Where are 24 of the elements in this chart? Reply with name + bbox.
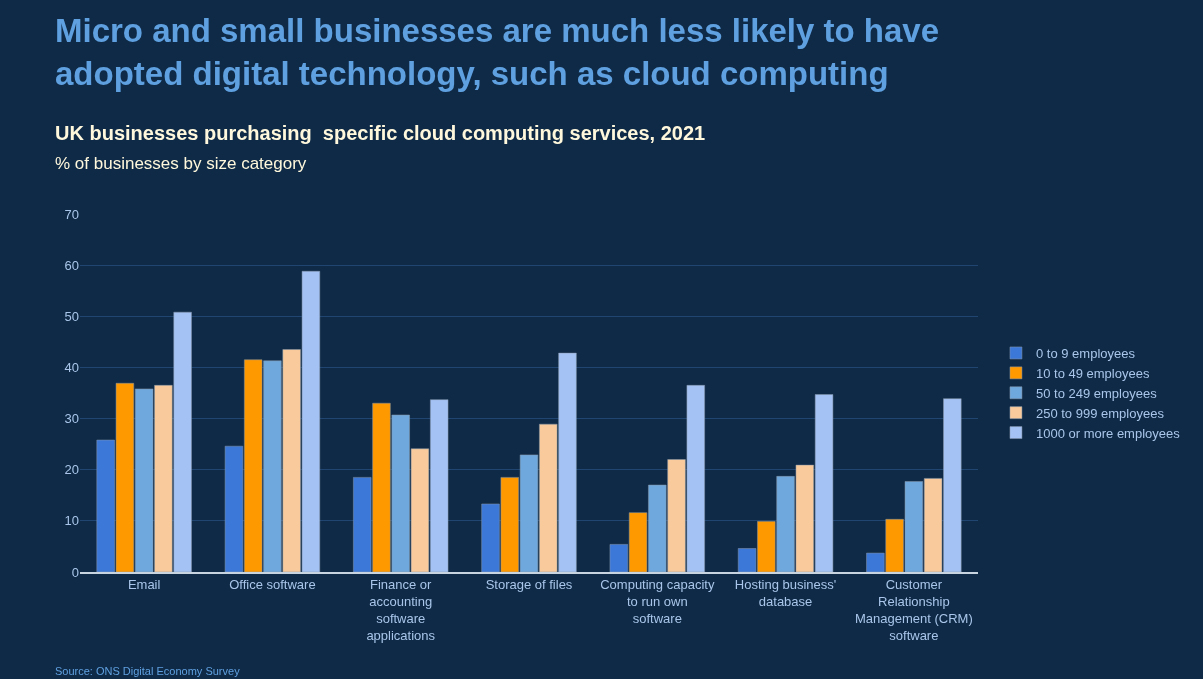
legend-label: 0 to 9 employees (1035, 346, 1136, 362)
x-tick-label: Hosting business' database (734, 577, 837, 610)
legend-label: 1000 or more employees (1035, 425, 1181, 441)
x-tick-label: Email (127, 577, 161, 593)
x-tick-label: Computing capacity to run own software (600, 577, 715, 627)
x-tick-label: Storage of files (485, 577, 573, 593)
y-tick-label: 70 (64, 206, 79, 222)
legend-label: 50 to 249 employees (1035, 385, 1158, 401)
x-tick-label: Office software (229, 577, 316, 593)
y-axis-title: % of businesses by size category (55, 154, 307, 173)
legend-label: 250 to 999 employees (1035, 405, 1165, 421)
x-tick-label: Finance or accounting software applications (366, 577, 436, 644)
x-tick-label: Customer Relationship Management (CRM) software (854, 577, 973, 644)
y-tick-label: 60 (64, 257, 79, 273)
legend-label: 10 to 49 employees (1035, 365, 1150, 381)
y-tick-label: 50 (64, 308, 79, 324)
y-tick-label: 20 (64, 462, 79, 478)
source-note: Source: ONS Digital Economy Survey (55, 665, 241, 677)
y-tick-label: 40 (64, 359, 79, 375)
y-tick-label: 0 (71, 564, 79, 580)
chart-subtitle: UK businesses purchasing specific cloud computing services, 2021 (55, 122, 706, 144)
y-tick-label: 30 (64, 411, 79, 427)
y-tick-label: 10 (64, 513, 79, 529)
chart-title: Micro and small businesses are much less likely to have adopted digital technology, such as cloud computing (55, 12, 940, 92)
